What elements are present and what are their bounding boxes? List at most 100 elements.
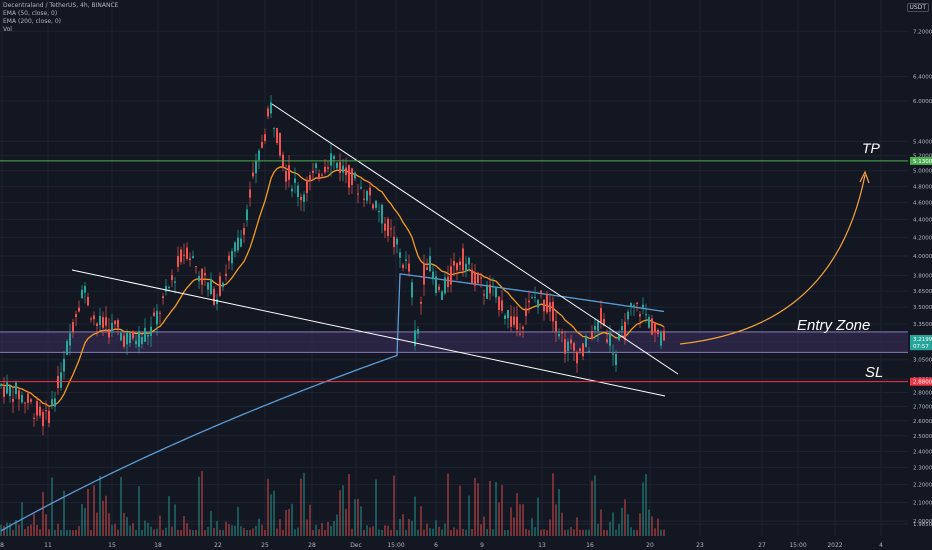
legend-ema50[interactable]: EMA (50, close, 0) — [3, 10, 58, 17]
volume-bar — [321, 523, 323, 536]
y-tick-label: 2.3000 — [913, 466, 932, 472]
volume-bar — [162, 529, 164, 536]
volume-bar — [27, 526, 29, 536]
candle-body — [279, 132, 281, 156]
candle-body — [177, 256, 179, 267]
candle-body — [345, 167, 347, 176]
candle-body — [585, 336, 587, 347]
candle-body — [408, 263, 410, 272]
volume-bar — [453, 527, 455, 536]
volume-bar — [345, 508, 347, 536]
x-tick-label: 9 — [480, 542, 484, 549]
volume-bars — [0, 470, 665, 536]
volume-bar — [135, 529, 137, 536]
volume-bar — [117, 529, 119, 536]
candle-body — [303, 194, 305, 202]
candle-body — [171, 275, 173, 281]
candle-body — [18, 390, 20, 400]
candle-body — [276, 127, 278, 143]
candle-body — [189, 258, 191, 261]
y-tick-label: 5.0000 — [913, 169, 932, 175]
candle-body — [486, 284, 488, 299]
volume-bar — [87, 488, 89, 536]
candle-body — [198, 276, 200, 282]
volume-bar — [210, 511, 212, 536]
volume-bar — [153, 529, 155, 536]
volume-bar — [567, 529, 569, 536]
volume-bar — [78, 526, 80, 536]
volume-bar — [48, 529, 50, 536]
volume-bar — [45, 514, 47, 536]
legend-volume[interactable]: Vol — [3, 26, 12, 33]
volume-bar — [138, 486, 140, 536]
candle-body — [117, 320, 119, 328]
currency-badge[interactable]: USDT — [906, 3, 929, 12]
volume-bar — [429, 528, 431, 536]
volume-bar — [108, 513, 110, 536]
volume-bar — [471, 528, 473, 536]
candle-body — [369, 187, 371, 196]
candle-body — [582, 343, 584, 357]
volume-bar — [288, 509, 290, 536]
candle-body — [204, 273, 206, 276]
candle-body — [186, 247, 188, 259]
candle-body — [87, 296, 89, 306]
candle-body — [438, 286, 440, 290]
candle-body — [288, 165, 290, 180]
candle-body — [222, 282, 224, 288]
volume-bar — [420, 506, 422, 536]
legend-symbol[interactable]: Decentraland / TetherUS, 4h, BINANCE — [3, 2, 119, 9]
candle-body — [555, 320, 557, 332]
volume-bar — [426, 523, 428, 536]
volume-bar — [594, 475, 596, 536]
candle-body — [648, 317, 650, 328]
x-tick-label: 13 — [538, 542, 546, 549]
projection-curve — [679, 174, 866, 345]
candle-body — [0, 384, 2, 386]
candle-body — [138, 331, 140, 347]
volume-bar — [60, 529, 62, 536]
volume-bar — [624, 499, 626, 536]
candle-body — [300, 196, 302, 201]
y-tick-label: 3.8000 — [913, 274, 932, 280]
volume-bar — [309, 504, 311, 536]
candle-body — [510, 316, 512, 327]
candle-body — [297, 185, 299, 198]
price-tag-label: 3.2199 — [913, 337, 932, 343]
candle-body — [249, 189, 251, 198]
volume-bar — [591, 480, 593, 536]
candle-body — [210, 279, 212, 294]
candle-body — [228, 255, 230, 261]
volume-bar — [393, 475, 395, 536]
volume-bar — [552, 473, 554, 536]
candle-body — [492, 286, 494, 288]
y-tick-label: 2.1000 — [913, 500, 932, 506]
candle-body — [336, 162, 338, 169]
candle-body — [531, 297, 533, 299]
volume-bar — [36, 524, 38, 536]
candle-body — [405, 259, 407, 261]
volume-bar — [396, 529, 398, 536]
volume-bar — [486, 528, 488, 536]
volume-bar — [207, 526, 209, 536]
candle-body — [618, 335, 620, 341]
x-tick-label: 16 — [586, 542, 594, 549]
volume-bar — [30, 524, 32, 536]
candle-body — [597, 321, 599, 331]
volume-bar — [423, 529, 425, 536]
candle-body — [339, 162, 341, 173]
candle-body — [519, 333, 521, 335]
volume-bar — [633, 529, 635, 536]
legend-ema200[interactable]: EMA (200, close, 0) — [3, 18, 62, 25]
y-tick-label: 4.2000 — [913, 235, 932, 241]
volume-bar — [12, 529, 14, 536]
candle-body — [552, 301, 554, 322]
volume-bar — [267, 478, 269, 536]
volume-bar — [528, 529, 530, 536]
candle-body — [144, 327, 146, 342]
volume-bar — [663, 529, 665, 536]
x-tick-label: Dec — [350, 542, 362, 549]
candle-body — [468, 257, 470, 265]
volume-bar — [438, 526, 440, 536]
